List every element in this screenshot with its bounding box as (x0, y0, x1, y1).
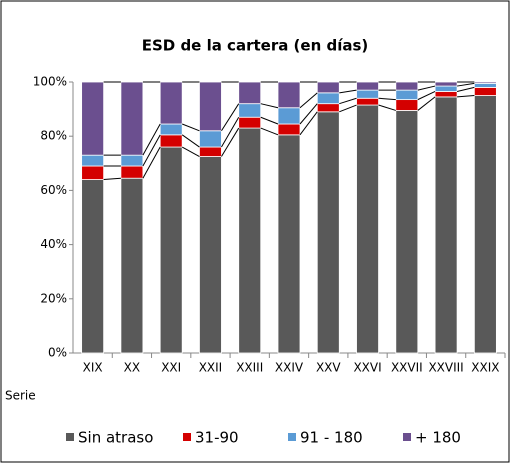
series-line (221, 103, 240, 132)
legend-swatch (183, 433, 191, 441)
bar-segment (395, 89, 419, 101)
bar-segment (199, 156, 222, 354)
x-tick-label: XX (124, 361, 140, 375)
series-line (142, 134, 161, 167)
bar-segment (473, 95, 497, 354)
series-line (457, 95, 475, 98)
bar-segment (277, 107, 301, 125)
bar-segment (395, 81, 419, 91)
x-tick-label: XXIII (236, 361, 263, 375)
x-tick-label: XXIV (275, 361, 304, 375)
y-tick-label: 40% (40, 237, 67, 251)
bar-segment (159, 146, 183, 354)
bar-segment (199, 130, 222, 148)
bar-segment (316, 111, 340, 354)
x-tick-label: XXI (161, 361, 181, 375)
series-line (378, 104, 396, 111)
y-tick-label: 100% (33, 75, 67, 89)
bar-segment (120, 177, 144, 354)
x-tick-label: XXVIII (428, 361, 463, 375)
bar-segment (356, 104, 379, 354)
bar-segment (316, 103, 340, 113)
legend-label: Sin atraso (78, 429, 153, 447)
series-line (142, 146, 161, 179)
series-line (457, 82, 475, 87)
bar-segment (120, 81, 144, 156)
bar-segment (120, 154, 144, 167)
bar-segment (434, 85, 458, 92)
series-line (299, 92, 318, 109)
series-line (181, 134, 200, 148)
bar-segment (277, 123, 301, 136)
series-line (339, 104, 357, 113)
bar-segment (434, 96, 458, 354)
bar-segment (356, 89, 379, 99)
legend-swatch (288, 433, 296, 441)
bar-segment (356, 81, 379, 91)
bar-segment (81, 154, 105, 167)
series-line (417, 96, 436, 111)
x-tick-label: XXVI (353, 361, 381, 375)
series-line (339, 89, 357, 94)
bar-segment (434, 91, 458, 98)
x-axis-title: Serie (5, 389, 36, 403)
y-tick-label: 20% (40, 291, 67, 305)
bar-segment (434, 81, 458, 87)
series-line (417, 91, 436, 101)
x-tick-label: XXV (316, 361, 341, 375)
legend-label: + 180 (415, 429, 461, 447)
series-line (221, 116, 240, 148)
series-line (181, 146, 200, 157)
bar-segment (316, 81, 340, 94)
series-line (378, 97, 396, 101)
legend-swatch (403, 433, 411, 441)
y-tick-label: 80% (40, 129, 67, 143)
bar-segment (473, 82, 497, 88)
chart-title: ESD de la cartera (en días) (142, 37, 369, 55)
y-tick-label: 0% (48, 346, 67, 360)
bar-segment (159, 123, 183, 136)
bar-segment (81, 165, 105, 180)
x-tick-label: XIX (83, 361, 103, 375)
x-tick-label: XXVII (391, 361, 423, 375)
bar-segment (81, 81, 105, 156)
bar-segment (277, 134, 301, 354)
bar-segment (277, 81, 301, 109)
bar-segment (238, 127, 262, 354)
series-line (221, 127, 240, 157)
x-tick-label: XXIX (471, 361, 499, 375)
series-line (456, 86, 475, 92)
bar-segment (159, 134, 183, 148)
x-tick-label: XXII (199, 361, 223, 375)
series-line (142, 123, 161, 156)
bar-segment (199, 81, 222, 132)
bar-segment (316, 92, 340, 105)
bar-segment (199, 146, 222, 157)
series-line (417, 85, 436, 91)
bar-segment (120, 165, 144, 179)
legend-swatch (66, 433, 74, 441)
bar-segment (356, 97, 379, 106)
series-line (260, 116, 279, 125)
bar-segment (238, 81, 262, 105)
series-line (260, 127, 279, 136)
series-line (299, 111, 318, 136)
series-line (260, 103, 279, 109)
bar-segment (473, 87, 497, 96)
bar-segment (159, 81, 183, 125)
legend-label: 31-90 (195, 429, 239, 447)
bar-segment (395, 110, 419, 354)
series-line (299, 103, 318, 125)
y-tick-label: 60% (40, 183, 67, 197)
bar-segment (238, 116, 262, 129)
bar-segment (81, 179, 105, 354)
bar-segment (395, 99, 419, 111)
series-line (339, 97, 357, 105)
bar-segment (238, 103, 262, 118)
series-line (181, 123, 200, 132)
series-line (103, 177, 121, 181)
legend-label: 91 - 180 (300, 429, 363, 447)
bar-segment (473, 81, 497, 84)
